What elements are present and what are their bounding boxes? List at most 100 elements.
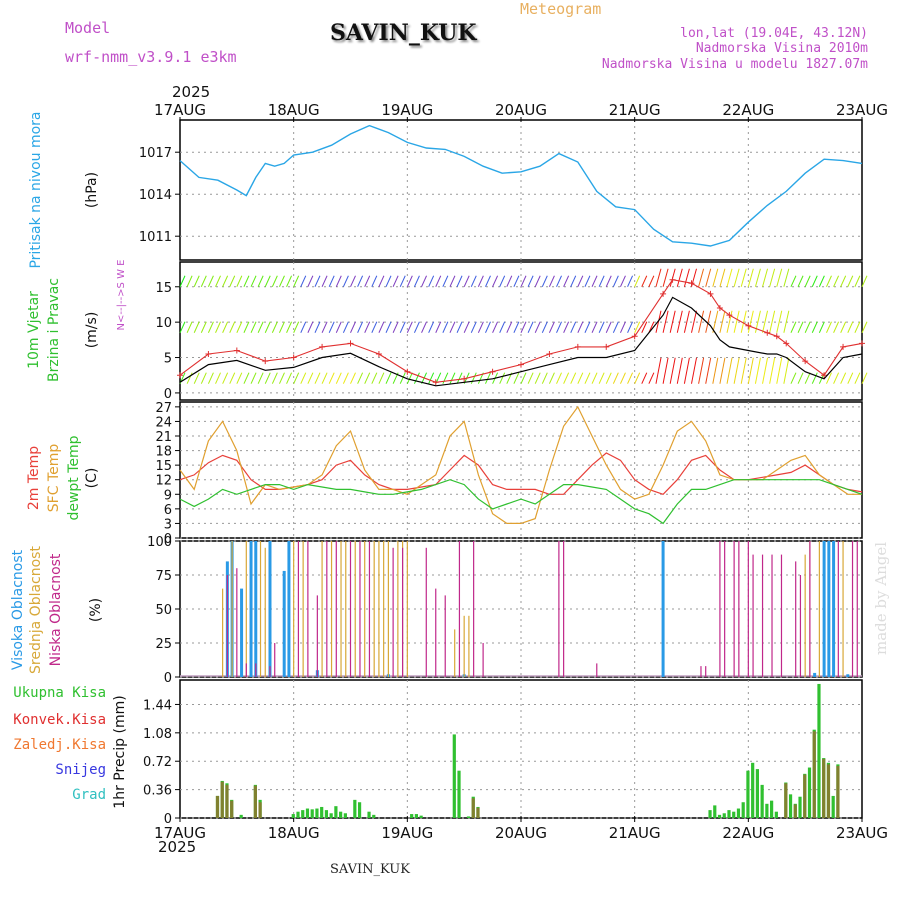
wind-barb	[357, 372, 364, 384]
xtick-label-top: 19AUG	[381, 101, 433, 119]
precip-conv-bar	[803, 774, 807, 818]
wind-barb	[307, 275, 314, 287]
wind-barb	[300, 321, 307, 333]
wind-gust-marker	[821, 372, 828, 379]
xtick-label-top: 22AUG	[722, 101, 774, 119]
precip-total-bar	[334, 806, 338, 818]
cloud-bar-2	[761, 554, 764, 677]
cloud-bar-1	[818, 541, 820, 677]
precip-total-bar	[457, 770, 461, 818]
precip-total-bar	[353, 799, 357, 818]
wind-panel-frame	[179, 261, 863, 401]
precip-total-bar	[732, 811, 736, 818]
wind-barb	[342, 321, 349, 333]
temp-yunit: (C)	[84, 468, 100, 489]
precip-total-bar	[339, 811, 343, 818]
wind-barb	[186, 275, 193, 287]
wind-barb	[769, 357, 776, 384]
wind-barb	[207, 275, 214, 287]
wind-barb	[193, 321, 200, 333]
wind-barb	[541, 275, 548, 287]
wind-barb	[271, 321, 278, 333]
wind-barb	[264, 275, 271, 287]
cloud-ytick-label: 100	[147, 535, 172, 550]
wind-barb	[364, 372, 371, 384]
precip-total-bar	[755, 769, 760, 818]
precip-total-bar	[774, 811, 778, 818]
wind-barb	[769, 310, 776, 333]
wind-barb	[257, 321, 264, 333]
xtick-label-top: 18AUG	[268, 101, 320, 119]
cloud-bar-1	[387, 541, 389, 677]
wind-barb	[229, 321, 236, 333]
wind-barb	[485, 321, 491, 333]
cloud-bar-2	[856, 541, 858, 677]
wind-gust-marker	[764, 329, 771, 336]
cloud-bar-2	[401, 547, 404, 677]
cloud-bar-2	[747, 541, 749, 677]
precip-total-bar	[329, 813, 333, 818]
wind-barb	[570, 372, 577, 384]
wind-barb	[371, 321, 378, 333]
precip-conv-bar	[220, 781, 224, 818]
wind-barb	[207, 321, 214, 333]
wind-barb	[413, 321, 420, 333]
wind-barb	[747, 357, 754, 384]
wind-yunit: (m/s)	[84, 312, 100, 349]
cloud-bar-2	[444, 595, 446, 677]
precip-legend-1: Konvek.Kisa	[13, 712, 106, 728]
wind-barb	[620, 372, 626, 384]
temperature-ytick-label: 0	[164, 532, 172, 547]
precip-conv-bar	[836, 765, 840, 818]
cloud-bar-1	[406, 541, 408, 677]
cloud-bar-0	[287, 541, 291, 677]
wind-barb	[818, 321, 825, 333]
wind-barb	[477, 275, 484, 287]
chart-title: Meteogram	[520, 0, 602, 18]
wind-barb	[740, 268, 747, 287]
wind-barb	[229, 372, 236, 384]
cloud-ylabel3: Niska Oblacnost	[48, 553, 64, 666]
wind-barb	[648, 372, 655, 384]
wind-barb	[200, 275, 207, 287]
wind-barb	[492, 275, 499, 287]
wind-barb	[229, 275, 236, 287]
cloud-bar-0	[822, 541, 826, 677]
wind-barb	[655, 357, 662, 384]
wind-gust-marker	[716, 305, 723, 311]
wind-barb	[634, 372, 641, 384]
wind-barb	[612, 372, 619, 384]
wind-barb	[747, 310, 754, 333]
wind-ytick-label: 0	[164, 387, 172, 402]
wind-barb	[541, 321, 548, 333]
cloud-bar-2	[719, 541, 721, 677]
wind-barb	[818, 275, 825, 287]
wind-barb	[833, 372, 840, 384]
wind-gust-marker	[773, 333, 780, 340]
cloud-bar-1	[354, 541, 356, 677]
precip-total-bar	[760, 784, 764, 818]
wind-barb	[449, 372, 456, 384]
wind-barb	[861, 372, 868, 384]
wind-gust-marker	[375, 351, 382, 357]
temp-series-0	[179, 452, 863, 495]
cloud-bar-1	[364, 541, 366, 677]
wind-barb	[250, 275, 257, 287]
cloud-bar-2	[255, 663, 257, 677]
pressure-ytick-label: 1014	[139, 188, 172, 203]
precip-total-bar	[746, 770, 750, 818]
cloud-bar-2	[482, 643, 484, 677]
year-bottom: 2025	[158, 838, 197, 856]
cloud-ytick-label: 0	[164, 671, 172, 686]
cloud-bar-1	[454, 629, 456, 677]
wind-barb	[371, 372, 378, 384]
cloud-bar-2	[733, 541, 735, 677]
wind-barb	[406, 372, 413, 384]
wind-barb	[222, 321, 229, 333]
wind-barb	[740, 357, 747, 384]
wind-barb	[847, 321, 854, 333]
wind-barb	[293, 275, 300, 287]
precip-conv-bar	[258, 802, 262, 818]
precip-total-bar	[765, 803, 769, 818]
temperature-ytick-label: 3	[164, 517, 172, 532]
